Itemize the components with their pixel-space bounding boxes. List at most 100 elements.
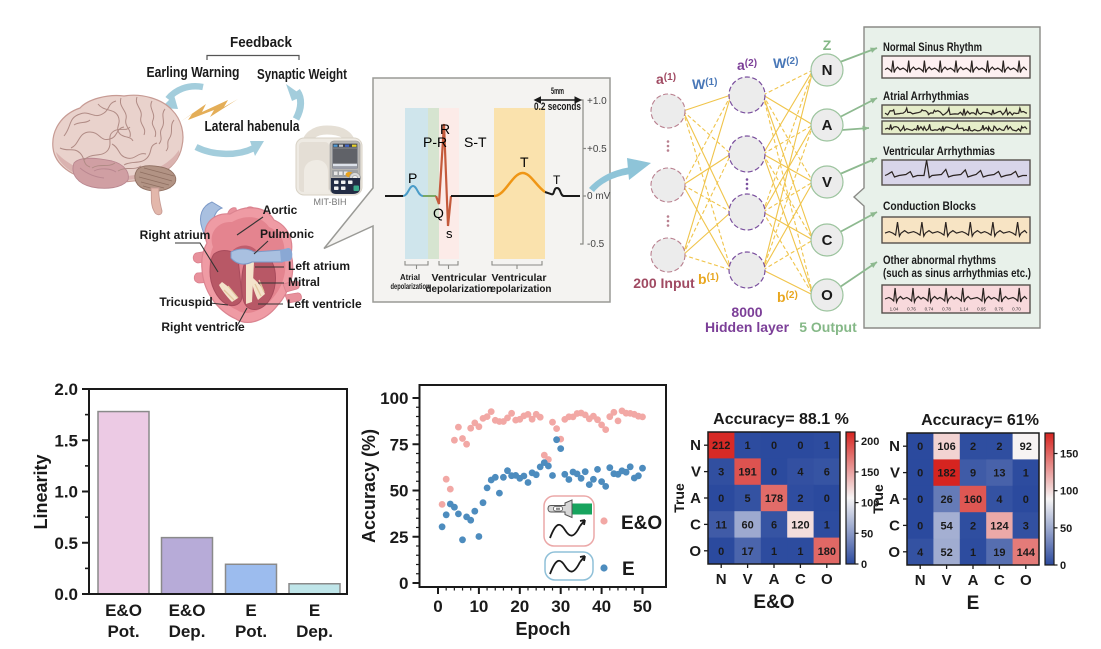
svg-text:4: 4 bbox=[797, 467, 804, 479]
svg-text:Lateral habenula: Lateral habenula bbox=[205, 119, 301, 135]
svg-text:V: V bbox=[691, 464, 701, 481]
svg-text:150: 150 bbox=[861, 467, 879, 479]
svg-text:26: 26 bbox=[940, 494, 952, 506]
svg-text:O: O bbox=[888, 544, 900, 561]
svg-text:s: s bbox=[446, 226, 453, 241]
svg-text:0: 0 bbox=[917, 468, 923, 480]
svg-text:0: 0 bbox=[771, 440, 777, 452]
svg-text:40: 40 bbox=[592, 597, 611, 616]
svg-text:212: 212 bbox=[712, 440, 730, 452]
svg-text:V: V bbox=[942, 572, 952, 589]
svg-text:Synaptic Weight: Synaptic Weight bbox=[257, 67, 347, 83]
svg-text:N: N bbox=[822, 62, 833, 79]
svg-text:54: 54 bbox=[940, 520, 953, 532]
svg-text:3: 3 bbox=[1023, 520, 1029, 532]
svg-text:4: 4 bbox=[996, 494, 1003, 506]
svg-text:+1.0: +1.0 bbox=[587, 96, 607, 107]
svg-text:1: 1 bbox=[797, 546, 803, 558]
svg-text:2: 2 bbox=[970, 520, 976, 532]
svg-text:Feedback: Feedback bbox=[230, 35, 293, 51]
svg-text:50: 50 bbox=[633, 597, 652, 616]
svg-text:8000: 8000 bbox=[731, 304, 762, 320]
svg-text:O: O bbox=[821, 571, 833, 588]
svg-text:30: 30 bbox=[551, 597, 570, 616]
svg-text:O: O bbox=[1020, 572, 1032, 589]
svg-text:1: 1 bbox=[824, 519, 830, 531]
svg-text:0.70: 0.70 bbox=[1012, 307, 1021, 312]
svg-text:1.5: 1.5 bbox=[54, 431, 78, 450]
svg-text:C: C bbox=[795, 571, 806, 588]
svg-text:100: 100 bbox=[861, 498, 879, 510]
svg-text:0: 0 bbox=[1023, 494, 1029, 506]
svg-text:124: 124 bbox=[990, 520, 1009, 532]
svg-text:5 Output: 5 Output bbox=[799, 319, 857, 335]
svg-text:92: 92 bbox=[1020, 441, 1032, 453]
svg-text:0.74: 0.74 bbox=[925, 307, 934, 312]
svg-text:N: N bbox=[690, 437, 701, 454]
svg-text:V: V bbox=[890, 465, 900, 482]
svg-text:1: 1 bbox=[771, 546, 777, 558]
svg-text:E: E bbox=[245, 601, 256, 620]
svg-text:50: 50 bbox=[390, 482, 409, 501]
svg-text:1: 1 bbox=[1023, 468, 1029, 480]
svg-text:182: 182 bbox=[937, 468, 955, 480]
svg-text:Tricuspid: Tricuspid bbox=[159, 295, 212, 309]
svg-text:Pot.: Pot. bbox=[107, 622, 139, 641]
svg-text:0.78: 0.78 bbox=[942, 307, 951, 312]
svg-text:V: V bbox=[743, 571, 753, 588]
svg-text:1: 1 bbox=[824, 440, 830, 452]
svg-text:Atrial: Atrial bbox=[400, 273, 420, 282]
svg-text:0: 0 bbox=[824, 493, 830, 505]
svg-text:60: 60 bbox=[741, 519, 753, 531]
svg-text:repolarization: repolarization bbox=[487, 283, 552, 295]
svg-text:9: 9 bbox=[970, 468, 976, 480]
svg-text:0: 0 bbox=[917, 494, 923, 506]
svg-text:E&O: E&O bbox=[169, 601, 206, 620]
svg-text:191: 191 bbox=[738, 467, 756, 479]
svg-text:0: 0 bbox=[718, 493, 724, 505]
svg-text:+0.5: +0.5 bbox=[587, 144, 607, 155]
svg-text:1.0: 1.0 bbox=[54, 483, 78, 502]
svg-text:Earling Warning: Earling Warning bbox=[147, 65, 240, 81]
svg-text:True: True bbox=[671, 483, 687, 513]
svg-text:True: True bbox=[870, 484, 886, 514]
svg-text:0: 0 bbox=[433, 597, 442, 616]
svg-text:160: 160 bbox=[964, 494, 982, 506]
svg-text:3: 3 bbox=[718, 467, 724, 479]
svg-text:1: 1 bbox=[970, 547, 976, 559]
svg-text:Ventricular Arrhythmias: Ventricular Arrhythmias bbox=[883, 144, 995, 158]
svg-text:178: 178 bbox=[765, 493, 783, 505]
svg-text:6: 6 bbox=[824, 467, 830, 479]
svg-text:20: 20 bbox=[510, 597, 529, 616]
svg-text:Z: Z bbox=[823, 37, 832, 53]
svg-text:150: 150 bbox=[1060, 449, 1078, 461]
svg-text:E: E bbox=[309, 601, 320, 620]
svg-text:1.04: 1.04 bbox=[890, 307, 899, 312]
svg-text:Pot.: Pot. bbox=[235, 622, 267, 641]
svg-text:Linearity: Linearity bbox=[31, 454, 51, 529]
svg-text:2: 2 bbox=[797, 493, 803, 505]
svg-text:106: 106 bbox=[937, 441, 955, 453]
svg-text:19: 19 bbox=[993, 547, 1005, 559]
svg-text:Pulmonic: Pulmonic bbox=[260, 227, 314, 241]
svg-text:0.2 seconds: 0.2 seconds bbox=[534, 101, 581, 113]
svg-text:C: C bbox=[822, 232, 833, 249]
svg-text:5: 5 bbox=[745, 493, 751, 505]
svg-text:-0.5: -0.5 bbox=[587, 239, 605, 250]
svg-text:Aortic: Aortic bbox=[263, 203, 298, 217]
svg-text:2.0: 2.0 bbox=[54, 380, 78, 399]
svg-text:100: 100 bbox=[380, 389, 408, 408]
svg-text:Ventricular: Ventricular bbox=[432, 272, 487, 284]
svg-text:E: E bbox=[622, 559, 635, 580]
svg-text:0: 0 bbox=[1060, 560, 1066, 572]
svg-text:200 Input: 200 Input bbox=[633, 275, 695, 291]
svg-text:6: 6 bbox=[771, 519, 777, 531]
svg-text:Right ventricle: Right ventricle bbox=[161, 320, 245, 334]
svg-text:A: A bbox=[690, 490, 701, 507]
svg-text:25: 25 bbox=[390, 528, 409, 547]
svg-text:10: 10 bbox=[469, 597, 488, 616]
svg-text:52: 52 bbox=[940, 547, 952, 559]
svg-text:C: C bbox=[690, 516, 701, 533]
svg-text:Left ventricle: Left ventricle bbox=[287, 297, 362, 311]
svg-text:A: A bbox=[968, 572, 979, 589]
